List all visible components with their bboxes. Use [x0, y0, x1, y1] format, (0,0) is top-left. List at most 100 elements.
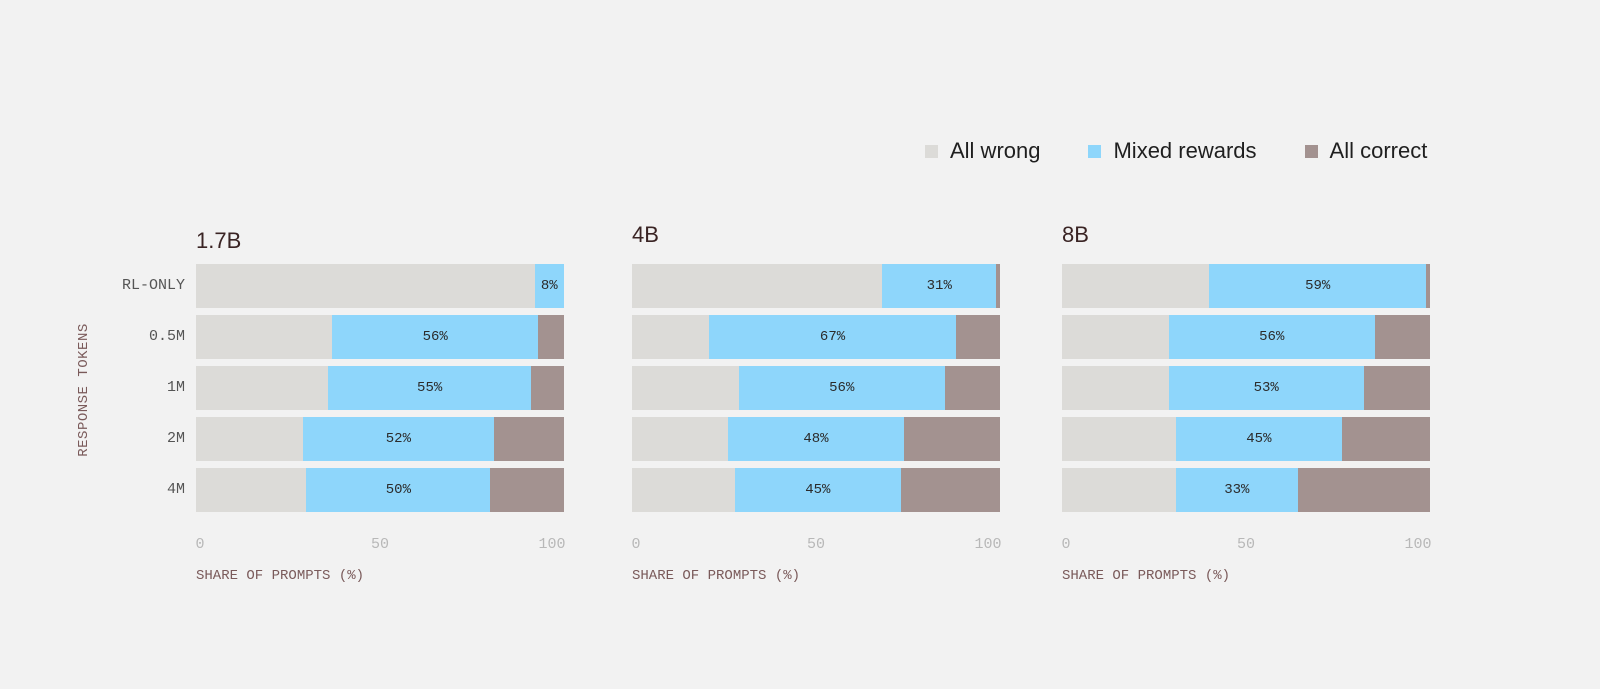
data-label: 8% [540, 278, 558, 294]
stacked-bar: 56% [196, 315, 564, 359]
stacked-bar: 48% [632, 417, 1000, 461]
legend-label: All wrong [950, 138, 1041, 163]
bar-segment [904, 417, 1000, 461]
bar-segment [1426, 264, 1430, 308]
x-tick-label: 50 [1236, 536, 1256, 553]
bar-segment [1062, 417, 1177, 461]
x-tick-label: 0 [195, 536, 205, 553]
bar-segment [490, 468, 564, 512]
bar-segment [900, 468, 1000, 512]
legend-item: All correct [1304, 138, 1428, 164]
stacked-bar: 50% [196, 468, 564, 512]
stacked-bar: 56% [632, 366, 1000, 410]
data-label: 45% [805, 482, 831, 498]
x-tick-label: 0 [1061, 536, 1071, 553]
data-label: 67% [819, 329, 846, 345]
data-label: 52% [385, 431, 411, 447]
bar-segment [955, 315, 1000, 359]
data-label: 50% [385, 482, 411, 498]
stacked-bar: 67% [632, 315, 1000, 359]
legend-label: All correct [1329, 138, 1428, 163]
stacked-bar: 53% [1062, 366, 1430, 410]
data-label: 56% [829, 380, 855, 396]
data-label: 31% [926, 278, 952, 294]
stacked-bar: 31% [632, 264, 1000, 308]
stacked-bar: 59% [1062, 264, 1430, 308]
bar-segment [1062, 315, 1169, 359]
bar-segment [1168, 366, 1364, 410]
bar-segment [196, 315, 333, 359]
bar-segment [1363, 366, 1430, 410]
legend-swatch [1304, 144, 1318, 158]
stacked-bar: 33% [1062, 468, 1430, 512]
legend-label: Mixed rewards [1113, 138, 1257, 163]
stacked-bar: 52% [196, 417, 564, 461]
data-label: 56% [1259, 329, 1285, 345]
category-tick-label: 4M [166, 481, 185, 498]
bar-segment [530, 366, 564, 410]
x-tick-label: 100 [538, 536, 566, 553]
x-tick-label: 100 [1404, 536, 1432, 553]
legend-swatch [1088, 144, 1102, 158]
bar-segment [1341, 417, 1430, 461]
x-tick-label: 50 [806, 536, 826, 553]
panel-title: 1.7B [196, 228, 242, 253]
x-tick-label: 0 [631, 536, 641, 553]
bar-segment [534, 264, 564, 308]
x-tick-label: 100 [974, 536, 1002, 553]
bar-segment [632, 468, 736, 512]
data-label: 59% [1305, 278, 1331, 294]
bar-segment [196, 264, 535, 308]
data-label: 45% [1246, 431, 1272, 447]
bar-segment [302, 417, 495, 461]
stacked-bar: 8% [196, 264, 564, 308]
bar-segment [332, 315, 539, 359]
legend-item: Mixed rewards [1088, 138, 1257, 164]
bar-segment [196, 366, 329, 410]
bar-segment [1168, 315, 1375, 359]
bar-segment [494, 417, 564, 461]
bar-segment [632, 417, 728, 461]
x-axis-title: SHARE OF PROMPTS (%) [196, 568, 365, 584]
bar-segment [996, 264, 1000, 308]
bar-segment [1374, 315, 1430, 359]
panel-title: 4B [632, 222, 659, 247]
category-tick-label: 1M [166, 379, 185, 396]
stacked-bar: 56% [1062, 315, 1430, 359]
bar-segment [882, 264, 997, 308]
bar-segment [709, 315, 956, 359]
bar-segment [196, 468, 307, 512]
bar-segment [1209, 264, 1427, 308]
category-tick-label: 2M [166, 430, 185, 447]
bar-segment [727, 417, 905, 461]
bar-segment [632, 366, 739, 410]
stacked-bar: 45% [632, 468, 1000, 512]
bar-segment [1062, 366, 1169, 410]
bar-segment [306, 468, 491, 512]
chart-panel: 8B 59% 56% 53% 45% 33% 0 50 100 SHARE OF PROMPTS … [1061, 0, 1432, 689]
bar-segment [738, 366, 945, 410]
bar-segment [328, 366, 531, 410]
bar-segment [944, 366, 1000, 410]
bar-segment [632, 264, 883, 308]
category-tick-label: RL-ONLY [121, 277, 185, 294]
data-label: 33% [1224, 482, 1250, 498]
chart-panel: 4B 31% 67% 56% 48% 45% 0 50 100 SHARE OF PROMPTS … [631, 0, 1002, 689]
x-axis-title: SHARE OF PROMPTS (%) [632, 568, 801, 584]
bar-segment [1062, 468, 1177, 512]
bar-segment [1062, 264, 1210, 308]
data-label: 48% [803, 431, 829, 447]
bar-segment [632, 315, 710, 359]
data-label: 55% [417, 380, 443, 396]
chart-legend: All wrong Mixed rewards All correct [925, 138, 1427, 164]
bar-segment [1176, 468, 1298, 512]
data-label: 53% [1253, 380, 1279, 396]
panel-title: 8B [1062, 222, 1089, 247]
bar-segment [1297, 468, 1430, 512]
stacked-bar: 45% [1062, 417, 1430, 461]
legend-item: All wrong [925, 138, 1040, 164]
bar-segment [735, 468, 901, 512]
x-axis-title: SHARE OF PROMPTS (%) [1062, 568, 1231, 584]
bar-segment [1176, 417, 1342, 461]
chart-panel: 1.7B 8% 56% 55% 52% 50% 0 50 100 SHARE OF PROMPTS… [195, 0, 566, 689]
